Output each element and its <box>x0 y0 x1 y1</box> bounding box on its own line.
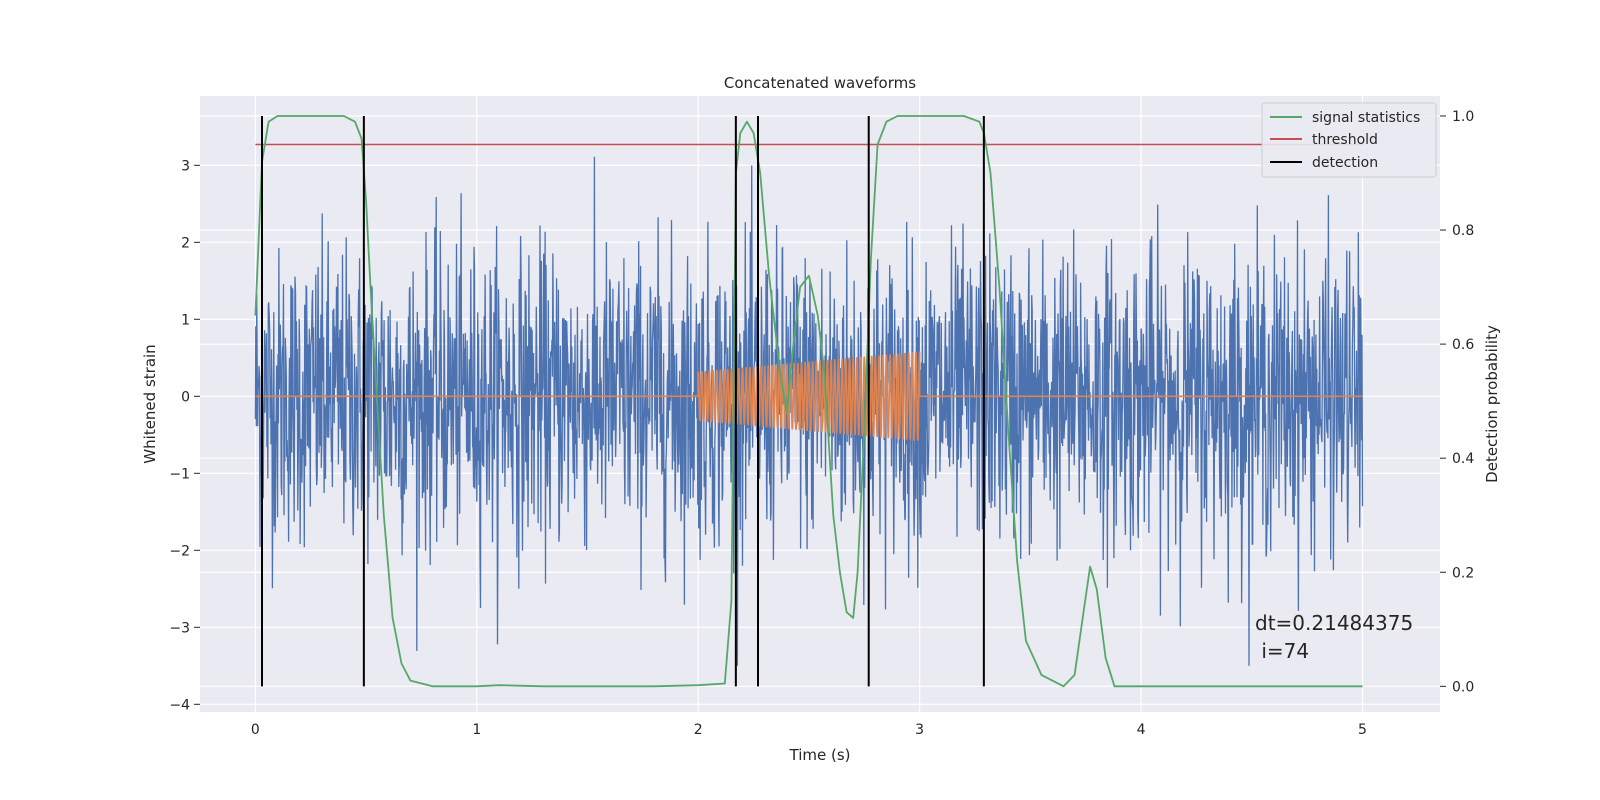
legend-label-signal-statistics: signal statistics <box>1312 110 1420 126</box>
annotation-line-2: i=74 <box>1255 639 1309 663</box>
y-tick-label: −3 <box>169 620 190 636</box>
y2-tick-label: 0.2 <box>1452 565 1474 581</box>
x-tick-label: 0 <box>251 722 260 738</box>
y-tick-label: −4 <box>169 697 190 713</box>
y-tick-label: 3 <box>181 158 190 174</box>
signal-statistics-line <box>254 115 1363 688</box>
strain-series-line <box>254 156 1364 666</box>
x-tick-label: 5 <box>1358 722 1367 738</box>
annotation: dt=0.21484375 i=74 <box>1255 611 1413 663</box>
legend-label-threshold: threshold <box>1312 132 1378 148</box>
chart-title: Concatenated waveforms <box>724 74 916 92</box>
y-tick-label: 1 <box>181 312 190 328</box>
y-axis-title: Whitened strain <box>141 344 159 463</box>
x-tick-label: 2 <box>694 722 703 738</box>
y2-tick-label: 0.0 <box>1452 679 1474 695</box>
x-tick-label: 4 <box>1137 722 1146 738</box>
x-tick-label: 3 <box>915 722 924 738</box>
y-tick-label: −1 <box>169 466 190 482</box>
tick-labels: 0 1 2 3 4 5 −4 −3 −2 −1 0 1 2 3 0.0 0.2 0.4 0.6 0.8 1.0 <box>169 109 1474 738</box>
y2-tick-label: 0.4 <box>1452 451 1474 467</box>
x-axis-title: Time (s) <box>789 746 851 764</box>
y-tick-label: 2 <box>181 235 190 251</box>
y2-tick-label: 0.8 <box>1452 223 1474 239</box>
legend-label-detection: detection <box>1312 155 1378 171</box>
y2-tick-label: 0.6 <box>1452 337 1474 353</box>
plot-area <box>254 115 1364 688</box>
y-tick-label: 0 <box>181 389 190 405</box>
legend: signal statistics threshold detection <box>1261 102 1437 178</box>
y-tick-label: −2 <box>169 543 190 559</box>
y2-tick-label: 1.0 <box>1452 109 1474 125</box>
annotation-line-1: dt=0.21484375 <box>1255 611 1413 635</box>
legend-box <box>1261 102 1437 178</box>
y2-axis-title: Detection probability <box>1483 325 1501 483</box>
x-tick-label: 1 <box>472 722 481 738</box>
